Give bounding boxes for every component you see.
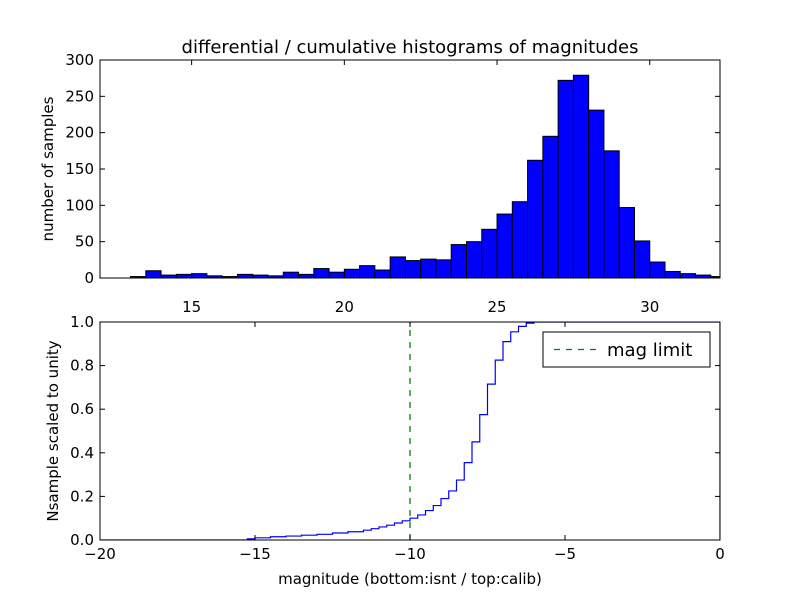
histogram-bars [130,74,720,278]
histogram-bar [404,260,422,278]
cumulative-y-tick-label: 0.6 [70,400,94,418]
cumulative-y-tick-label: 0.8 [70,357,94,375]
cumulative-y-tick-label: 0.4 [70,444,94,462]
histogram-x-tick-label: 20 [335,298,354,316]
histogram-bar [389,256,406,278]
histogram-bar [588,109,605,278]
cumulative-x-tick-label: −20 [84,545,116,563]
histogram-bar [633,240,651,278]
histogram-panel: differential / cumulative histograms of … [39,37,721,316]
histogram-bar [466,241,483,278]
histogram-bar [282,271,300,278]
cumulative-panel: −20 −15 −10 −5 0 0.0 0.2 0.4 0.6 0.8 1.0 Nsample … [44,313,725,588]
histogram-bar [572,74,590,278]
histogram-bar [359,265,376,278]
histogram-bar [496,213,513,278]
histogram-x-tick-label: 30 [640,298,659,316]
cumulative-x-tick-label: −10 [394,545,426,563]
histogram-bar [649,261,666,278]
cumulative-step-line [100,322,720,540]
histogram-bar [679,273,697,278]
cumulative-y-tick-label: 1.0 [70,313,94,331]
histogram-bar [175,273,193,278]
histogram-bar [618,207,635,278]
histogram-bar [145,270,162,278]
histogram-bar [481,228,498,278]
legend: mag limit [542,331,711,368]
histogram-bar [511,201,529,278]
histogram-bar [664,270,681,278]
histogram-bar [435,259,452,278]
histogram-bar [343,268,361,278]
histogram-y-tick-label: 250 [65,87,94,105]
cumulative-y-ticks: 0.0 0.2 0.4 0.6 0.8 1.0 [70,313,720,549]
histogram-x-ticks: 15 20 25 30 [182,60,659,316]
cumulative-lines [100,322,720,540]
legend-label-mag-limit: mag limit [607,340,692,361]
histogram-bar [527,159,544,278]
cumulative-x-ticks: −20 −15 −10 −5 0 [84,322,725,563]
histogram-bar [298,273,315,278]
histogram-bar [420,258,437,278]
histogram-bar [450,244,468,278]
histogram-bar [236,273,254,278]
cumulative-y-axis-label: Nsample scaled to unity [44,340,62,521]
histogram-y-tick-label: 0 [84,269,94,287]
histogram-y-tick-label: 300 [65,51,94,69]
histogram-bar [328,271,345,278]
histogram-y-tick-label: 100 [65,196,94,214]
histogram-bar [542,135,559,278]
cumulative-x-tick-label: 0 [715,545,725,563]
histogram-y-axis-label: number of samples [39,96,57,241]
histogram-bar [557,79,574,278]
chart-title: differential / cumulative histograms of … [182,37,639,58]
histogram-y-ticks: 0 50 100 150 200 250 300 [65,51,720,287]
cumulative-x-tick-label: −5 [554,545,576,563]
histogram-bar [191,273,208,278]
histogram-bar [313,268,330,278]
histogram-y-tick-label: 200 [65,124,94,142]
histogram-x-tick-label: 25 [487,298,506,316]
x-axis-label: magnitude (bottom:isnt / top:calib) [278,570,542,588]
cumulative-x-tick-label: −15 [239,545,271,563]
histogram-x-tick-label: 15 [182,298,201,316]
histogram-y-tick-label: 150 [65,160,94,178]
histogram-bar [374,269,391,278]
cumulative-y-tick-label: 0.2 [70,487,94,505]
histogram-bar [603,150,620,278]
histogram-y-tick-label: 50 [75,233,94,251]
cumulative-y-tick-label: 0.0 [70,531,94,549]
